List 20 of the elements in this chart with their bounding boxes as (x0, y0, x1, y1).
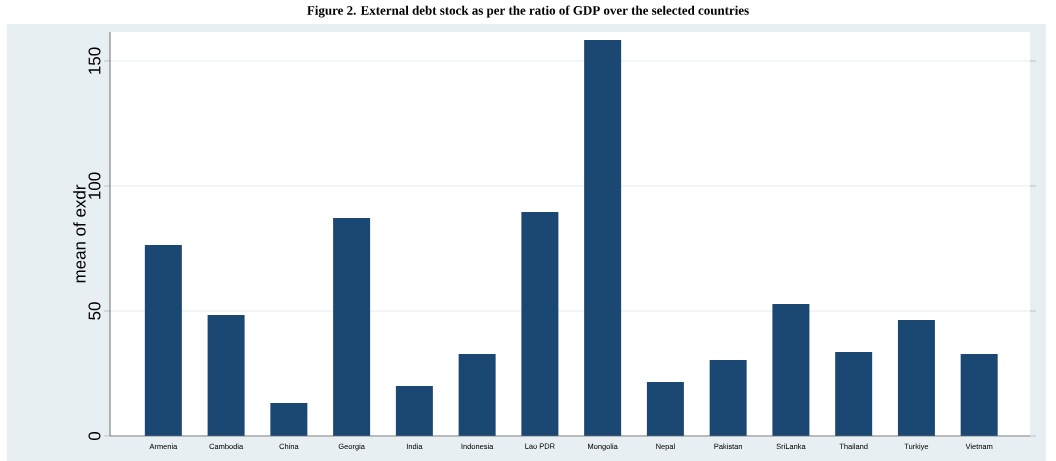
y-tick-label: 100 (88, 172, 101, 199)
y-axis-title: mean of exdr (73, 184, 86, 283)
bar (144, 244, 182, 436)
chart-title: Figure 2. External debt stock as per the ratio of GDP over the selected countries (307, 5, 749, 18)
bar (772, 303, 810, 436)
y-tick-label: 0 (88, 431, 101, 441)
bar (458, 353, 496, 436)
bar (521, 211, 559, 436)
bar (395, 385, 433, 436)
bar (584, 39, 622, 436)
bar (960, 353, 998, 436)
y-tick-label: 50 (88, 302, 101, 320)
bar (709, 359, 747, 436)
bar (835, 351, 873, 436)
bar (270, 402, 308, 436)
bar (646, 381, 684, 436)
y-tick-label: 150 (88, 47, 101, 74)
bar (333, 217, 371, 436)
bar (207, 314, 245, 436)
bar (897, 319, 935, 436)
